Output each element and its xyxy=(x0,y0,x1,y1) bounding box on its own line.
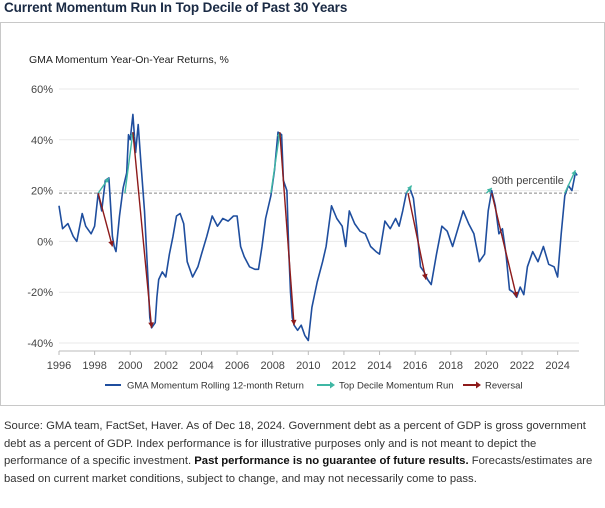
momentum-chart: GMA Momentum Year-On-Year Returns, % -40… xyxy=(27,54,579,392)
legend-label: GMA Momentum Rolling 12-month Return xyxy=(127,381,304,392)
reversal-arrowhead xyxy=(290,319,297,326)
y-tick-label: 20% xyxy=(31,186,53,198)
y-tick-label: 60% xyxy=(31,84,53,96)
legend-label: Reversal xyxy=(485,381,523,392)
y-tick-label: -40% xyxy=(27,338,53,350)
top-decile-arrowhead xyxy=(407,185,412,191)
y-axis: -40% -20% 0% 20% 40% 60% xyxy=(27,84,53,350)
source-note: Source: GMA team, FactSet, Haver. As of … xyxy=(4,418,596,488)
chart-panel: GMA Momentum Year-On-Year Returns, % -40… xyxy=(0,22,605,406)
reversal-segment xyxy=(97,192,114,247)
reversal-segment xyxy=(407,192,427,280)
y-tick-label: 40% xyxy=(31,135,53,147)
x-tick-label: 2018 xyxy=(439,360,463,372)
x-tick-label: 2012 xyxy=(332,360,356,372)
x-tick-label: 2010 xyxy=(296,360,320,372)
x-tick-label: 2004 xyxy=(189,360,213,372)
source-text: Source: GMA team, FactSet, Haver. As of … xyxy=(4,420,586,467)
top-decile-arrowhead xyxy=(571,170,576,176)
reversal-arrowhead xyxy=(148,322,154,328)
x-tick-label: 2024 xyxy=(545,360,569,372)
x-tick-label: 2016 xyxy=(403,360,427,372)
legend: GMA Momentum Rolling 12-month Return Top … xyxy=(105,381,523,392)
x-tick-label: 2006 xyxy=(225,360,249,372)
series-group xyxy=(58,113,578,342)
page-title: Current Momentum Run In Top Decile of Pa… xyxy=(4,0,348,15)
reversal-arrowhead xyxy=(512,291,519,298)
percentile-label: 90th percentile xyxy=(492,175,564,187)
x-tick-label: 2002 xyxy=(154,360,178,372)
y-tick-label: -20% xyxy=(27,287,53,299)
legend-arrowhead xyxy=(330,381,335,389)
x-tick-label: 2022 xyxy=(510,360,534,372)
top-decile-arrowhead xyxy=(486,188,492,193)
x-tick-label: 1996 xyxy=(47,360,71,372)
x-tick-label: 2020 xyxy=(474,360,498,372)
grid xyxy=(59,88,579,344)
top-decile-arrowhead xyxy=(104,177,109,183)
chart-title: GMA Momentum Year-On-Year Returns, % xyxy=(29,54,229,66)
reversal-arrowhead xyxy=(108,240,114,247)
reversal-arrowhead xyxy=(421,273,428,280)
reversal-segment xyxy=(491,192,518,298)
y-tick-label: 0% xyxy=(37,236,53,248)
top-decile-segment xyxy=(270,132,281,194)
legend-label: Top Decile Momentum Run xyxy=(339,381,454,392)
top-decile-segment xyxy=(124,132,134,194)
x-tick-label: 2008 xyxy=(260,360,284,372)
threshold-line: 90th percentile xyxy=(59,175,579,194)
legend-arrowhead xyxy=(476,381,481,389)
x-tick-label: 1998 xyxy=(82,360,106,372)
x-tick-label: 2014 xyxy=(367,360,391,372)
source-tail: Forecasts/estimates are based on current… xyxy=(4,455,593,485)
reversal-segment xyxy=(279,132,295,326)
x-axis: 1996 1998 2000 2002 2004 2006 2008 2010 2012 2014… xyxy=(47,350,579,372)
x-tick-label: 2000 xyxy=(118,360,142,372)
source-disclaimer: Past performance is no guarantee of futu… xyxy=(194,455,469,467)
reversal-segment xyxy=(132,132,153,328)
